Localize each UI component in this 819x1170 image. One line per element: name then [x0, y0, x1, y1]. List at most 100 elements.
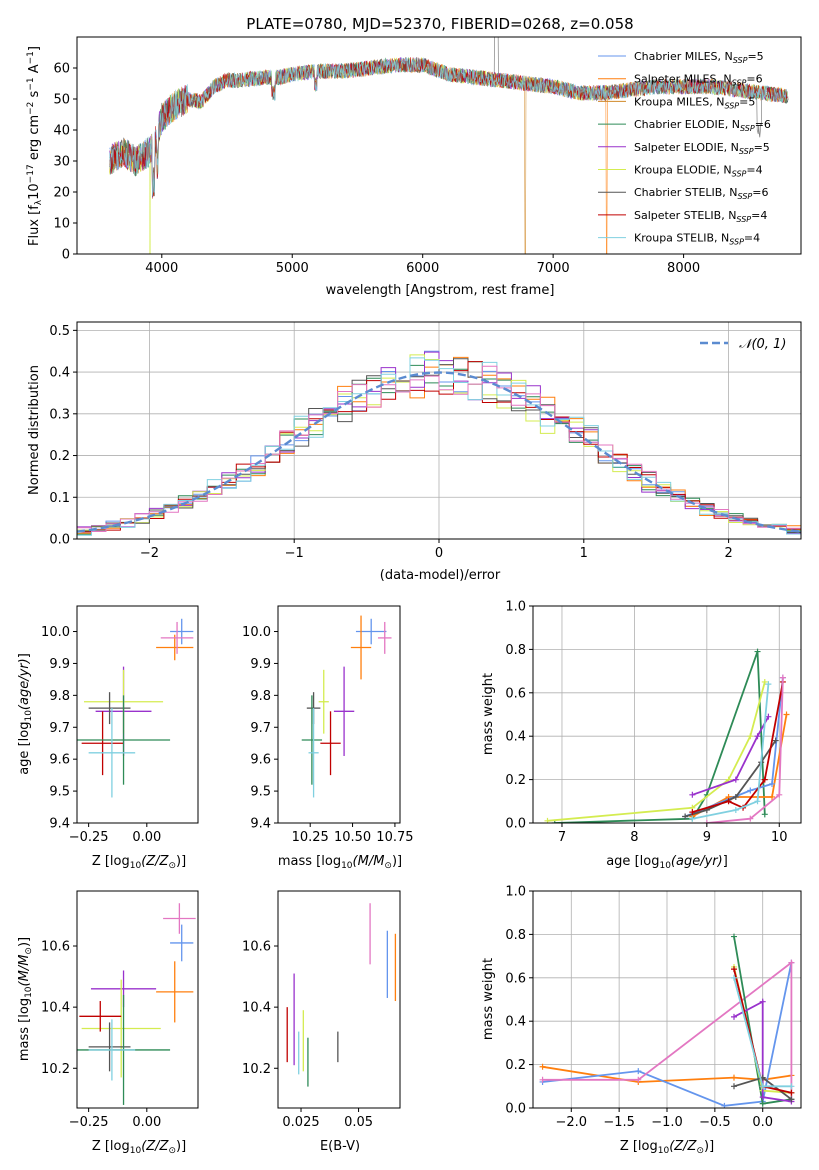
y-tick-label: 10.4	[41, 1001, 70, 1016]
y-tick-label: 0.4	[505, 1015, 526, 1030]
legend-label: Chabrier MILES, NSSP=5	[634, 50, 764, 65]
weight-vs-age-ylabel: mass weight	[481, 673, 496, 755]
weight-marker	[725, 798, 732, 805]
weight-marker	[689, 791, 696, 798]
weight-marker	[731, 1074, 737, 1081]
y-tick-label: 0.6	[505, 971, 526, 986]
legend-value: =5	[754, 141, 770, 154]
x-tick-label: −0.5	[699, 1115, 731, 1130]
weight-marker	[761, 776, 768, 783]
weight-line	[692, 681, 784, 813]
x-tick-label: −1.5	[603, 1115, 635, 1130]
legend-label: 𝒩(0, 1)	[739, 337, 786, 352]
axes-frame	[76, 321, 802, 540]
spectrum-line	[109, 57, 789, 196]
legend-subscript: SSP	[736, 215, 751, 224]
axes-frame	[76, 605, 199, 824]
weight-marker	[759, 998, 766, 1005]
x-tick-label: 0.025	[282, 1115, 319, 1130]
y-tick-label: 0.0	[49, 533, 70, 548]
y-tick-label: 0.0	[505, 1102, 526, 1117]
y-tick-label: 10.6	[41, 940, 70, 955]
weight-lines	[539, 933, 795, 1108]
x-tick-label: 0.05	[344, 1115, 373, 1130]
weight-marker	[732, 793, 739, 800]
y-tick-label: 9.9	[49, 657, 70, 672]
weight-marker	[703, 820, 710, 823]
weight-marker	[759, 1094, 766, 1101]
age-vs-mass-panel: mass [log10(M/M⊙)] 10.25 10.50 10.75 9.4 9.5…	[242, 605, 414, 871]
y-tick-label: 10.2	[41, 1062, 70, 1077]
x-tick-label: −2	[140, 546, 159, 561]
legend-label: Kroupa ELODIE, NSSP=4	[634, 164, 763, 179]
weight-marker	[754, 798, 761, 805]
legend-subscript: SSP	[739, 147, 754, 156]
residuals-ylabel: Normed distribution	[27, 365, 42, 495]
weight-marker	[539, 1076, 546, 1083]
weight-marker	[689, 815, 696, 822]
mass-vs-EBV-panel: E(B-V) 0.025 0.05 10.2 10.4 10.6	[242, 890, 401, 1154]
weight-marker	[635, 1068, 642, 1075]
x-tick-label: −1	[285, 546, 304, 561]
legend-subscript: SSP	[738, 192, 753, 201]
mass-vs-Z-ylabel: mass [log10(M/M⊙)]	[17, 937, 34, 1061]
weight-marker	[731, 974, 737, 981]
errorbars	[77, 903, 196, 1105]
weight-marker	[539, 1063, 546, 1070]
weight-vs-Z-ylabel: mass weight	[481, 958, 496, 1040]
legend-label: Kroupa STELIB, NSSP=4	[634, 232, 760, 247]
legend-label: Kroupa MILES, NSSP=5	[634, 95, 755, 110]
x-tick-label: −0.25	[69, 830, 109, 845]
y-tick-label: 9.6	[49, 753, 70, 768]
weight-marker	[788, 959, 795, 966]
y-tick-label: 40	[53, 124, 70, 139]
x-tick-label: 10.75	[376, 830, 413, 845]
x-tick-label: 7000	[537, 261, 570, 276]
legend-value: =6	[755, 118, 771, 131]
x-tick-label: 10	[771, 830, 788, 845]
weight-marker	[731, 933, 737, 940]
legend-subscript: SSP	[724, 101, 739, 110]
legend-subscript: SSP	[733, 56, 748, 65]
weight-marker	[731, 1083, 737, 1090]
weight-marker	[689, 809, 696, 816]
legend-label: Salpeter STELIB, NSSP=4	[634, 209, 767, 224]
weight-marker	[788, 1083, 795, 1090]
errorbars	[286, 903, 397, 1087]
axes-frame	[277, 890, 401, 1109]
weight-line	[684, 677, 784, 818]
x-tick-label: 0.0	[752, 1115, 773, 1130]
histogram-step	[77, 365, 801, 537]
weight-marker	[759, 1083, 766, 1090]
y-tick-label: 10.0	[242, 625, 271, 640]
weight-vs-age-panel: age [log10(age/yr)] mass weight 7 8 9 10 0.0…	[481, 600, 802, 871]
y-tick-label: 10.0	[41, 625, 70, 640]
legend-value: =4	[746, 164, 762, 177]
y-tick-label: 0	[62, 248, 70, 263]
weight-marker	[635, 1076, 642, 1083]
weight-marker	[732, 806, 739, 813]
legend-value: =6	[752, 186, 768, 199]
legend-label: Salpeter ELODIE, NSSP=5	[634, 141, 770, 156]
y-tick-label: 9.4	[250, 817, 271, 832]
x-tick-label: 8	[630, 830, 638, 845]
x-tick-label: 6000	[406, 261, 439, 276]
x-tick-label: 2	[724, 546, 732, 561]
weight-marker	[731, 1013, 737, 1020]
age-vs-Z-xlabel: Z [log10(Z/Z⊙)]	[92, 854, 186, 871]
y-tick-label: 10.2	[242, 1062, 271, 1077]
x-tick-label: −1.0	[651, 1115, 683, 1130]
weight-marker	[788, 1096, 795, 1103]
weight-line	[706, 677, 784, 823]
mass-vs-Z-panel: Z [log10(Z/Z⊙)] mass [log10(M/M⊙)] −0.25…	[17, 890, 199, 1156]
axes-frame	[76, 36, 802, 255]
y-tick-label: 0.1	[49, 491, 70, 506]
legend-subscript: SSP	[729, 238, 744, 247]
x-tick-label: 7	[558, 830, 566, 845]
y-tick-label: 9.5	[49, 785, 70, 800]
y-tick-label: 0.3	[49, 407, 70, 422]
y-tick-label: 10	[53, 217, 70, 232]
weight-line	[692, 716, 770, 796]
weight-vs-Z-panel: Z [log10(Z/Z⊙)] mass weight −2.0 −1.5 −1.0…	[481, 885, 802, 1156]
